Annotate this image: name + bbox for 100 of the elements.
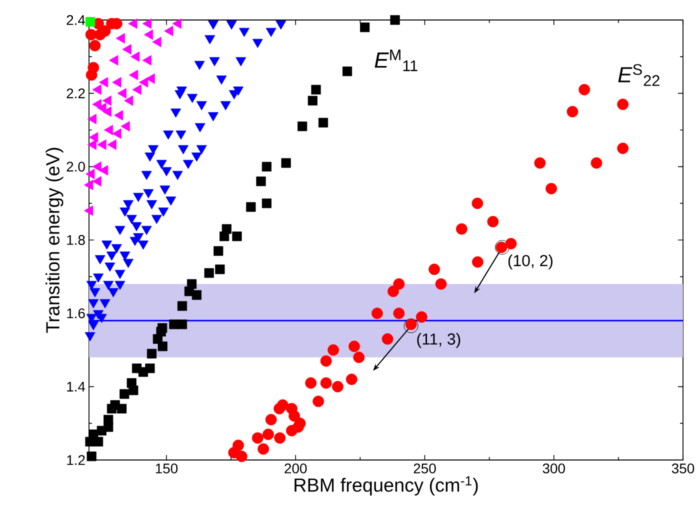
point (117, 88, 126, 99)
point (112, 77, 122, 88)
point (102, 106, 112, 117)
point (252, 432, 264, 444)
point (128, 386, 138, 396)
y-tick-label: 2.2 (66, 88, 85, 98)
point (89, 40, 101, 52)
y-axis-title: Transition energy (eV) (46, 148, 64, 333)
point (617, 98, 629, 110)
point (146, 348, 157, 358)
point (204, 268, 214, 278)
point (107, 139, 116, 150)
point (274, 402, 286, 414)
point (286, 424, 298, 436)
point (122, 44, 132, 55)
point (472, 256, 484, 268)
point (617, 142, 629, 154)
point (158, 342, 168, 352)
y-tick-label: 1.2 (67, 455, 85, 465)
point (152, 36, 162, 48)
point (236, 450, 248, 462)
point (318, 118, 328, 128)
point (220, 232, 230, 242)
point (128, 18, 138, 29)
point (104, 124, 114, 136)
point (311, 84, 321, 94)
point (177, 301, 188, 311)
point (590, 157, 602, 169)
point (298, 122, 308, 132)
point (456, 223, 468, 235)
point (487, 216, 499, 228)
point (265, 414, 277, 426)
point (92, 84, 102, 95)
annotation: E$^{M}$11 (374, 50, 418, 72)
point (435, 278, 447, 290)
point (109, 55, 118, 66)
point (92, 161, 102, 172)
point (348, 340, 360, 352)
point (308, 96, 318, 106)
point (332, 380, 344, 392)
point (120, 389, 130, 399)
point (566, 106, 578, 118)
point (534, 157, 546, 169)
point (86, 69, 98, 81)
point (390, 15, 400, 25)
x-tick-label: 200 (284, 464, 307, 474)
point (416, 311, 428, 323)
point (139, 77, 148, 88)
point (256, 176, 266, 186)
point (288, 410, 300, 422)
point (281, 158, 291, 168)
point (87, 139, 96, 150)
point (258, 443, 270, 455)
point (320, 355, 332, 367)
point (232, 232, 242, 242)
point (172, 18, 182, 29)
point (85, 17, 96, 27)
point (99, 165, 108, 176)
y-tick-label: 1.8 (67, 235, 85, 245)
point (215, 264, 225, 274)
annotation: (10, 2) (508, 254, 552, 270)
x-tick-label: 300 (542, 464, 565, 474)
point (262, 162, 272, 172)
point (142, 55, 152, 66)
x-tick-label: 150 (156, 464, 178, 474)
point (117, 404, 127, 414)
point (169, 320, 179, 330)
point (328, 344, 340, 356)
point (192, 290, 202, 300)
y-tick-label: 2.4 (66, 15, 86, 25)
point (262, 198, 272, 208)
x-tick-label: 250 (414, 464, 436, 474)
point (146, 73, 155, 84)
point (360, 22, 370, 32)
point (132, 84, 142, 95)
point (388, 286, 399, 298)
point (116, 33, 125, 44)
point (85, 436, 95, 446)
point (130, 51, 140, 62)
point (305, 377, 317, 389)
point (578, 84, 590, 96)
point (96, 426, 106, 436)
point (472, 198, 484, 210)
point (132, 364, 142, 374)
point (106, 404, 117, 414)
point (114, 110, 124, 121)
point (86, 452, 96, 462)
point (382, 333, 394, 345)
point (84, 180, 94, 190)
annotation: (11, 3) (417, 333, 460, 348)
point (102, 95, 112, 106)
point (372, 308, 383, 320)
point (84, 205, 94, 216)
y-tick-label: 1.6 (67, 308, 85, 318)
point (120, 121, 130, 132)
point (353, 352, 365, 364)
point (142, 18, 152, 29)
point (342, 66, 352, 76)
point (274, 432, 286, 444)
point (144, 29, 154, 40)
